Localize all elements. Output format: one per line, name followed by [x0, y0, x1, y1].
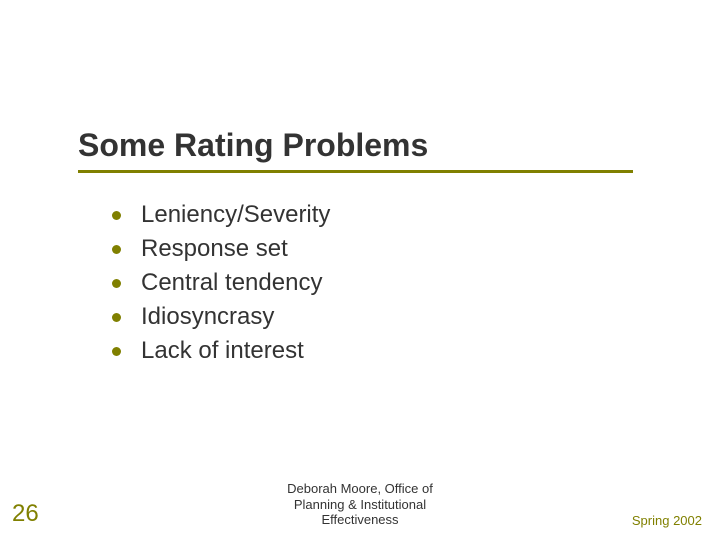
bullet-icon [112, 211, 121, 220]
footer-line: Deborah Moore, Office of [230, 481, 490, 497]
page-number: 26 [12, 500, 39, 528]
bullet-text: Lack of interest [141, 336, 304, 366]
bullet-text: Leniency/Severity [141, 200, 330, 230]
list-item: Lack of interest [112, 336, 632, 366]
bullet-icon [112, 313, 121, 322]
bullet-icon [112, 279, 121, 288]
bullet-text: Central tendency [141, 268, 322, 298]
bullet-icon [112, 245, 121, 254]
list-item: Central tendency [112, 268, 632, 298]
bullet-list: Leniency/Severity Response set Central t… [112, 200, 632, 370]
slide: Some Rating Problems Leniency/Severity R… [0, 0, 720, 540]
title-area: Some Rating Problems [78, 126, 638, 164]
bullet-icon [112, 347, 121, 356]
footer-line: Effectiveness [230, 512, 490, 528]
footer-line: Planning & Institutional [230, 497, 490, 513]
list-item: Idiosyncrasy [112, 302, 632, 332]
footer-right: Spring 2002 [632, 513, 702, 528]
footer-center: Deborah Moore, Office of Planning & Inst… [230, 481, 490, 528]
list-item: Response set [112, 234, 632, 264]
title-underline [78, 170, 633, 173]
slide-title: Some Rating Problems [78, 126, 638, 164]
list-item: Leniency/Severity [112, 200, 632, 230]
bullet-text: Idiosyncrasy [141, 302, 274, 332]
bullet-text: Response set [141, 234, 288, 264]
